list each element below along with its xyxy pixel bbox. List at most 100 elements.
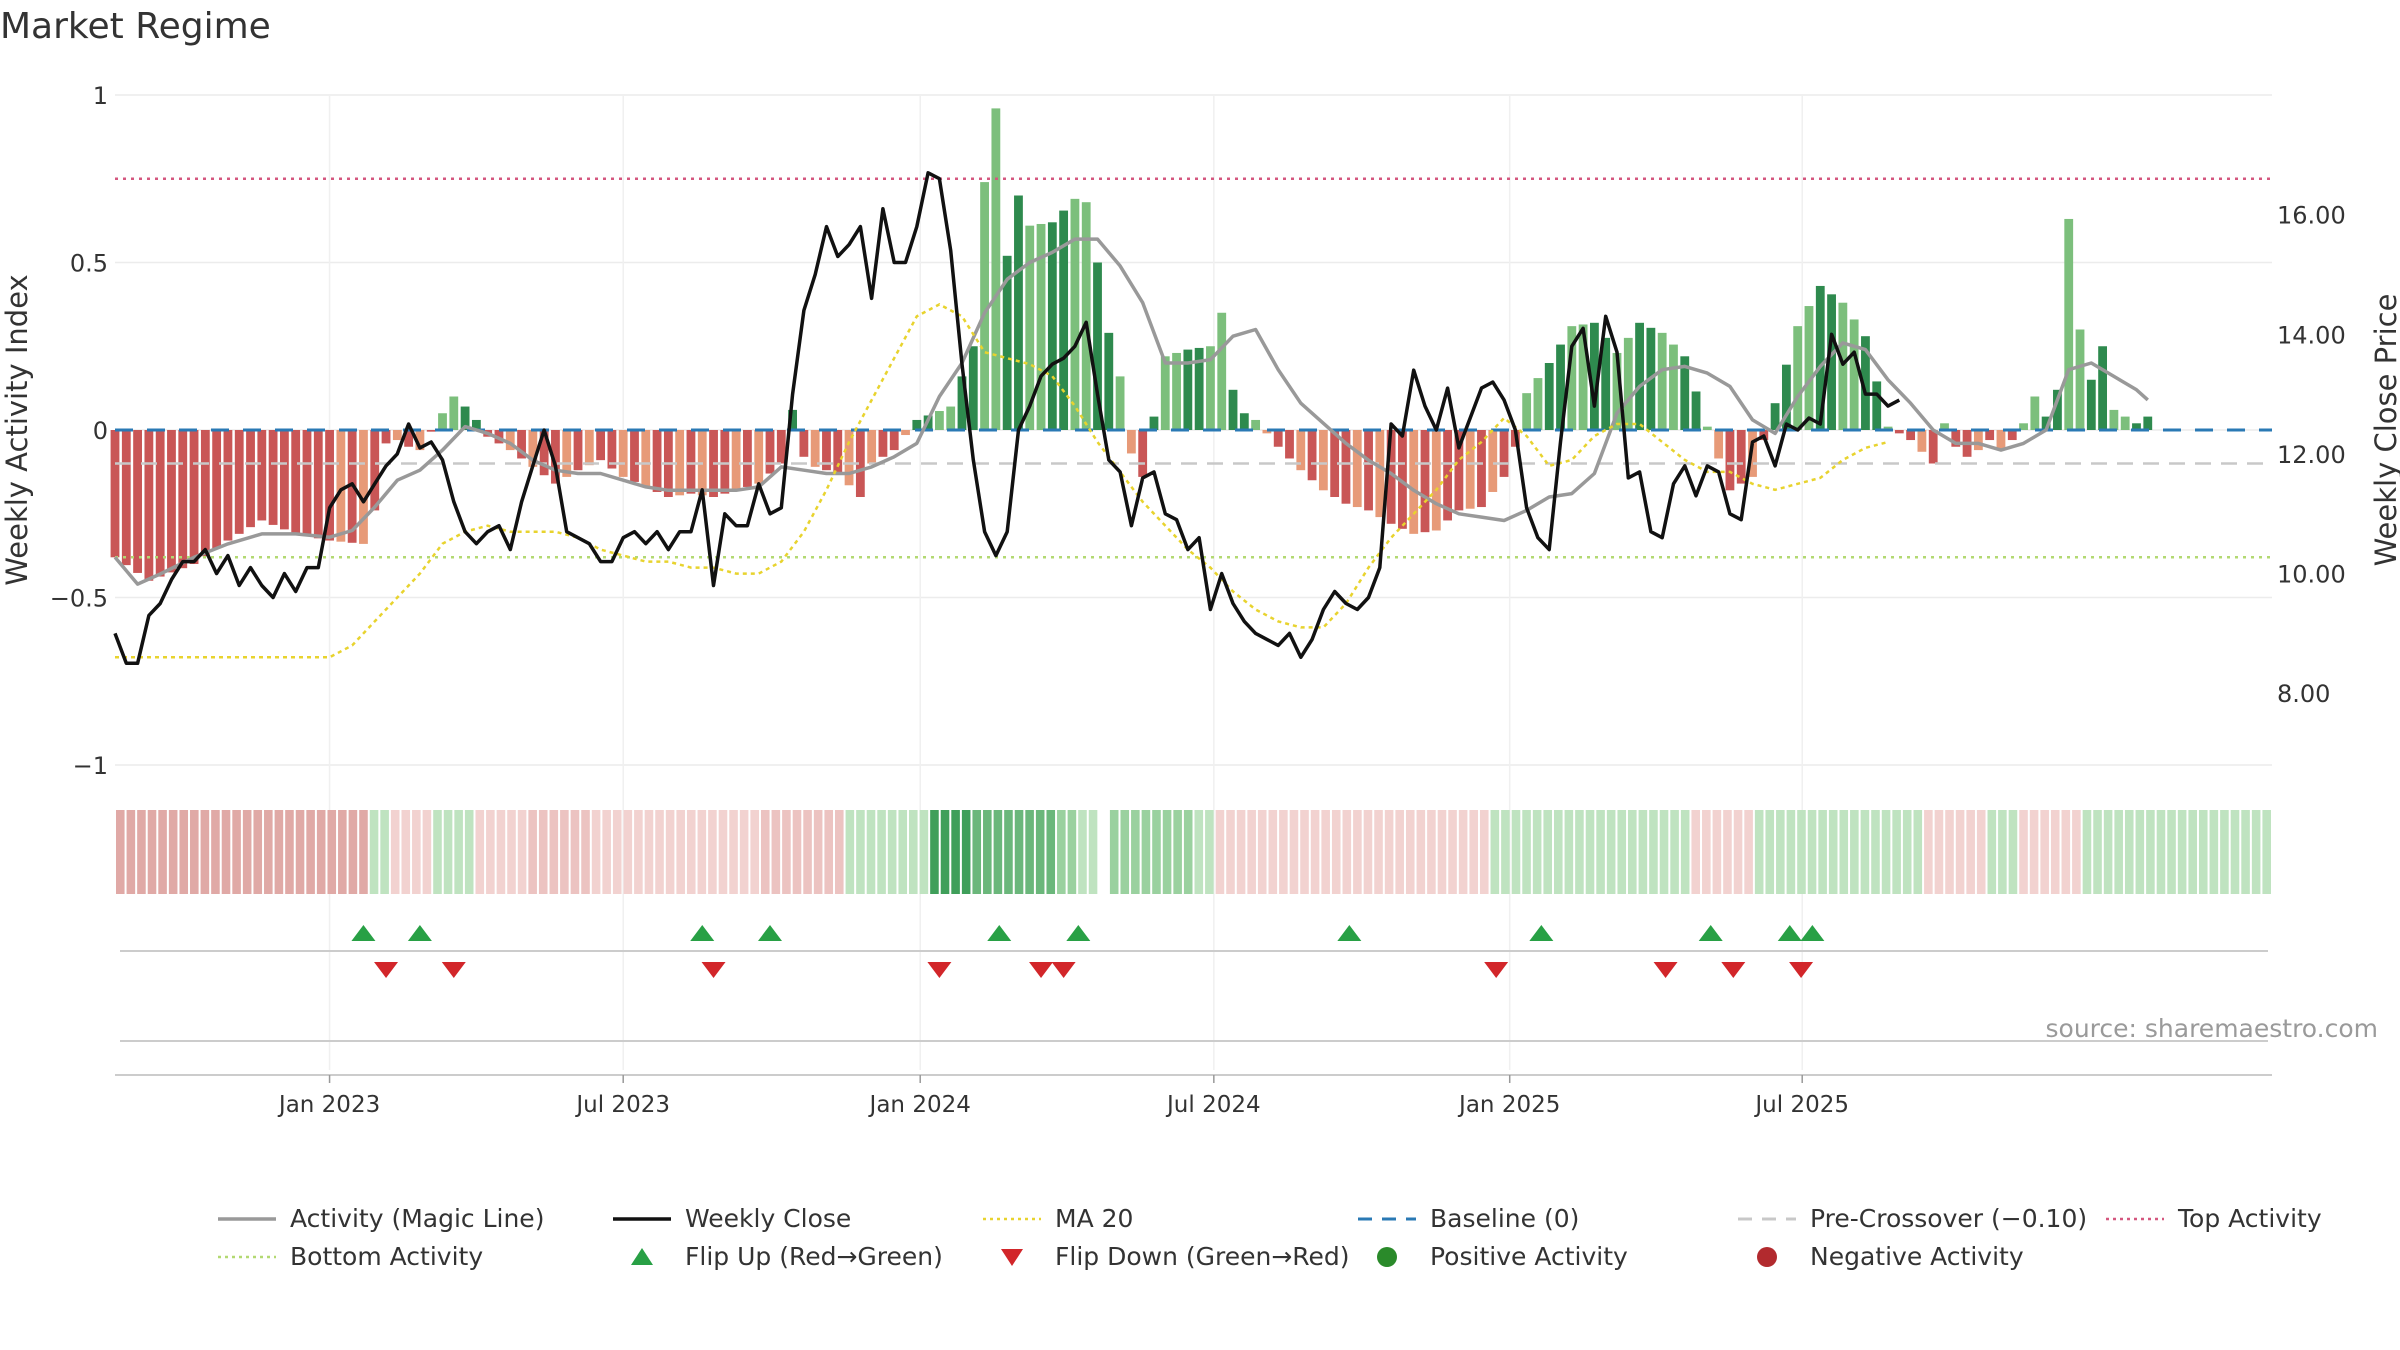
negative-activity-bar — [754, 430, 764, 484]
negative-activity-bar — [381, 430, 391, 444]
negative-activity-bar — [302, 430, 312, 537]
flip-up-marker — [351, 925, 376, 941]
regime-strip-positive — [2177, 810, 2187, 894]
positive-activity-bar — [1590, 322, 1599, 430]
regime-strip-negative — [1310, 810, 1320, 894]
legend-swatch — [631, 1247, 653, 1265]
regime-strip-positive — [1596, 810, 1605, 894]
flip-up-marker — [690, 925, 715, 941]
negative-activity-bar — [189, 430, 199, 564]
regime-strip-negative — [486, 810, 495, 894]
flip-down-marker — [1051, 962, 1076, 978]
negative-activity-bar — [867, 430, 877, 464]
regime-strip-positive — [1617, 810, 1627, 894]
legend-label: Pre-Crossover (−0.10) — [1810, 1204, 2088, 1233]
positive-activity-bar — [1770, 403, 1780, 430]
regime-strip-negative — [496, 810, 506, 894]
negative-activity-bar — [268, 430, 278, 525]
positive-activity-bar — [449, 396, 459, 430]
negative-activity-bar — [370, 430, 380, 511]
positive-activity-bar — [2064, 218, 2074, 430]
regime-strip-negative — [1321, 810, 1330, 894]
negative-activity-bar — [325, 430, 334, 541]
negative-activity-bar — [2007, 430, 2017, 441]
flip-up-marker — [1066, 925, 1091, 941]
negative-activity-bar — [686, 430, 696, 494]
legend-item: Negative Activity — [1738, 1242, 2024, 1271]
flip-up-marker — [1800, 925, 1825, 941]
negative-activity-bar — [1262, 430, 1272, 434]
regime-strip-negative — [316, 810, 326, 894]
regime-strip-negative — [1215, 810, 1225, 894]
legend-swatch — [218, 1216, 276, 1221]
x-tick-label: Jul 2023 — [574, 1092, 670, 1118]
regime-strip-negative — [771, 810, 781, 894]
positive-activity-bar — [1149, 416, 1159, 430]
regime-strip-positive — [1776, 810, 1785, 894]
regime-strip-negative — [1268, 810, 1278, 894]
legend-item: Pre-Crossover (−0.10) — [1738, 1204, 2087, 1233]
negative-activity-bar — [765, 430, 775, 474]
positive-activity-bar — [1849, 319, 1859, 430]
regime-strip-negative — [422, 810, 432, 894]
regime-strip-positive — [877, 810, 886, 894]
regime-strip-negative — [1384, 810, 1394, 894]
regime-strip-positive — [1786, 810, 1796, 894]
negative-activity-bar — [618, 430, 628, 477]
positive-activity-bar — [968, 346, 978, 430]
regime-strip-positive — [887, 810, 897, 894]
x-tick-label: Jan 2024 — [868, 1092, 971, 1118]
regime-strip-negative — [623, 810, 633, 894]
regime-strip-positive — [2251, 810, 2261, 894]
y-tick-label: −1 — [73, 752, 108, 780]
negative-activity-bar — [1318, 430, 1328, 491]
regime-strip-positive — [2220, 810, 2229, 894]
regime-strip-positive — [1649, 810, 1658, 894]
regime-strip-negative — [634, 810, 643, 894]
weekly-close-line — [113, 171, 1901, 666]
legend-label: Flip Up (Red→Green) — [685, 1242, 943, 1271]
regime-strip-positive — [1765, 810, 1775, 894]
regime-strip-negative — [1945, 810, 1954, 894]
negative-activity-bar — [652, 430, 662, 492]
regime-strip-negative — [507, 810, 516, 894]
positive-activity-bar — [460, 406, 470, 430]
positive-activity-bar — [980, 182, 989, 430]
regime-strip-negative — [1479, 810, 1489, 894]
flip-down-marker — [1484, 962, 1509, 978]
legend-swatch — [1001, 1248, 1023, 1266]
regime-strip-positive — [1564, 810, 1574, 894]
regime-strip-negative — [1458, 810, 1468, 894]
regime-strip-positive — [1670, 810, 1679, 894]
legend-item: Flip Down (Green→Red) — [983, 1242, 1350, 1271]
regime-strip-positive — [1987, 810, 1997, 894]
legend-label: Top Activity — [2178, 1204, 2322, 1233]
negative-activity-bar — [133, 430, 142, 573]
positive-activity-bar — [1623, 337, 1633, 430]
positive-activity-bar — [1669, 344, 1678, 430]
negative-activity-bar — [1126, 430, 1136, 454]
ma20-line — [115, 302, 1889, 659]
negative-activity-bar — [1307, 430, 1317, 481]
positive-activity-bar — [1239, 413, 1249, 430]
regime-strip-positive — [2008, 810, 2018, 894]
positive-activity-bar — [1059, 210, 1069, 430]
regime-strip-positive — [1606, 810, 1616, 894]
regime-strip-negative — [295, 810, 305, 894]
positive-activity-bar — [788, 409, 797, 430]
negative-activity-bar — [291, 430, 301, 534]
regime-strip-positive — [2114, 810, 2123, 894]
legend-swatch — [1738, 1217, 1796, 1220]
y2-axis-label: Weekly Close Price — [2369, 294, 2400, 567]
regime-strip-positive — [1828, 810, 1838, 894]
legend-item: Bottom Activity — [218, 1242, 483, 1271]
regime-strip-negative — [359, 810, 368, 894]
legend-label: MA 20 — [1055, 1204, 1134, 1233]
regime-strip-positive — [1902, 810, 1912, 894]
negative-activity-bar — [743, 430, 752, 487]
positive-activity-bar — [2109, 409, 2119, 430]
regime-strip-negative — [285, 810, 294, 894]
regime-strip-negative — [602, 810, 611, 894]
regime-strip-positive — [2082, 810, 2092, 894]
positive-activity-bar — [1194, 347, 1204, 430]
